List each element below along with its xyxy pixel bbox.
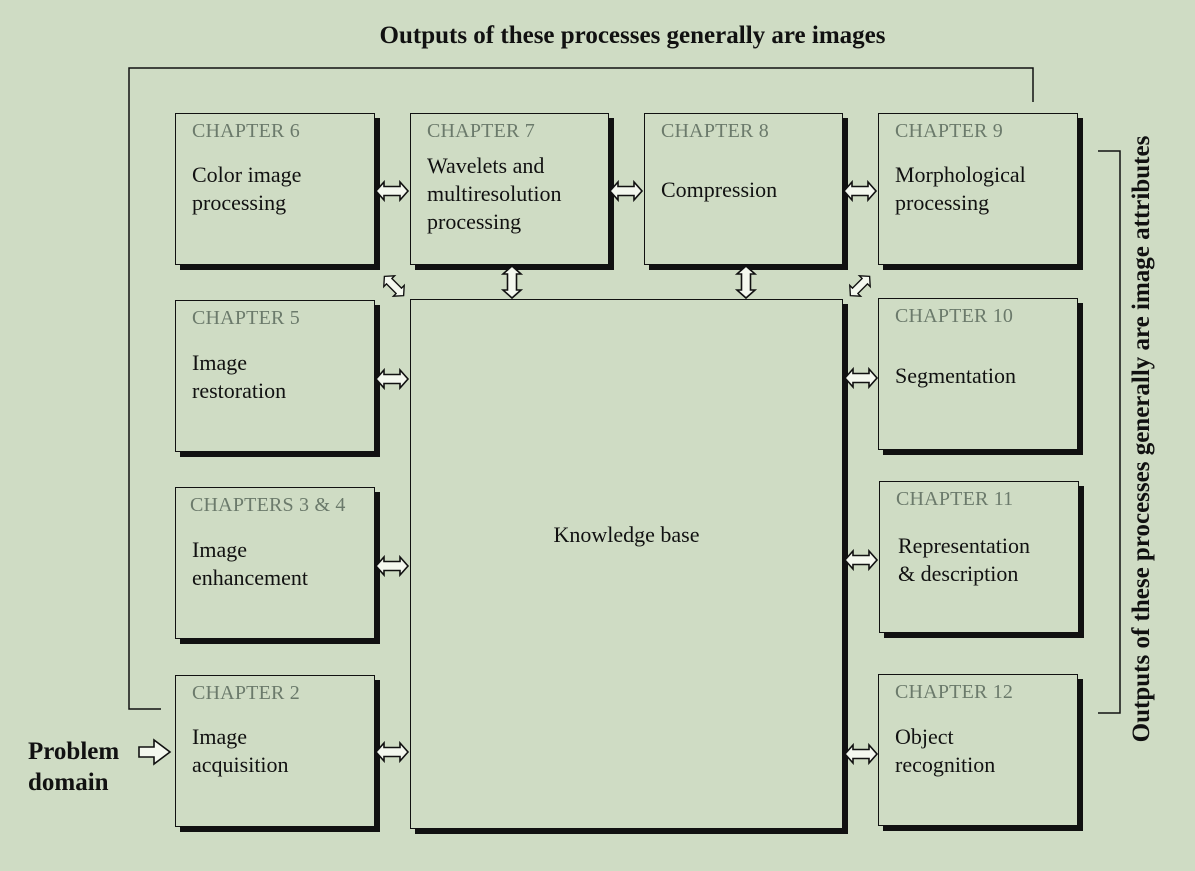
knowledge-base-box[interactable]: Knowledge base [410, 299, 843, 829]
arrow-kb-ch11 [844, 550, 878, 570]
knowledge-base-label: Knowledge base [553, 522, 700, 547]
chapter-10-box[interactable]: CHAPTER 10 Segmentation [878, 298, 1078, 450]
chapter-8-label: Compression [661, 177, 778, 202]
chapter-2-label: Image acquisition [192, 724, 289, 777]
chapter-9-label: Morphological processing [895, 162, 1026, 215]
arrow-ch7-kb [502, 265, 522, 299]
arrow-ch7-ch8 [609, 181, 643, 201]
arrow-kb-ch12 [844, 744, 878, 764]
chapter-6-label: Color image processing [192, 162, 302, 215]
side-bracket-line [1098, 150, 1121, 714]
chapter-12-number: CHAPTER 12 [895, 681, 1014, 703]
chapters-3-4-box[interactable]: CHAPTERS 3 & 4 Image enhancement [175, 487, 375, 639]
chapter-7-label: Wavelets and multiresolution processing [427, 153, 562, 234]
chapter-6-box[interactable]: CHAPTER 6 Color image processing [175, 113, 375, 265]
chapter-10-number: CHAPTER 10 [895, 305, 1014, 327]
chapter-12-box[interactable]: CHAPTER 12 Object recognition [878, 674, 1078, 826]
problem-domain-arrow [138, 738, 172, 766]
arrow-ch9-kb-diagonal [844, 270, 876, 302]
chapter-7-box[interactable]: CHAPTER 7 Wavelets and multiresolution p… [410, 113, 609, 265]
arrow-kb-ch10 [844, 368, 878, 388]
arrow-ch8-ch9 [843, 181, 877, 201]
chapters-3-4-number: CHAPTERS 3 & 4 [190, 494, 346, 516]
arrow-ch8-kb [736, 265, 756, 299]
arrow-ch2-kb [375, 742, 409, 762]
chapter-2-box[interactable]: CHAPTER 2 Image acquisition [175, 675, 375, 827]
chapter-2-number: CHAPTER 2 [192, 682, 300, 704]
chapter-8-number: CHAPTER 8 [661, 120, 769, 142]
chapter-5-label: Image restoration [192, 350, 287, 403]
arrow-ch5-kb [375, 369, 409, 389]
chapter-11-box[interactable]: CHAPTER 11 Representation & description [879, 481, 1079, 633]
chapter-8-box[interactable]: CHAPTER 8 Compression [644, 113, 843, 265]
problem-domain-label: Problem domain [28, 738, 120, 796]
chapter-7-number: CHAPTER 7 [427, 120, 535, 142]
arrow-ch34-kb [375, 556, 409, 576]
chapter-9-box[interactable]: CHAPTER 9 Morphological processing [878, 113, 1078, 265]
chapter-11-label: Representation & description [898, 533, 1030, 586]
side-output-title: Outputs of these processes generally are… [1128, 135, 1155, 743]
chapter-12-label: Object recognition [895, 724, 996, 777]
chapter-10-label: Segmentation [895, 363, 1016, 388]
arrow-ch6-kb-diagonal [378, 270, 410, 302]
chapter-11-number: CHAPTER 11 [896, 488, 1014, 510]
chapters-3-4-label: Image enhancement [192, 537, 309, 590]
top-output-title: Outputs of these processes generally are… [379, 22, 886, 49]
arrow-ch6-ch7 [375, 181, 409, 201]
chapter-5-box[interactable]: CHAPTER 5 Image restoration [175, 300, 375, 452]
chapter-5-number: CHAPTER 5 [192, 307, 300, 329]
chapter-6-number: CHAPTER 6 [192, 120, 300, 142]
chapter-9-number: CHAPTER 9 [895, 120, 1003, 142]
